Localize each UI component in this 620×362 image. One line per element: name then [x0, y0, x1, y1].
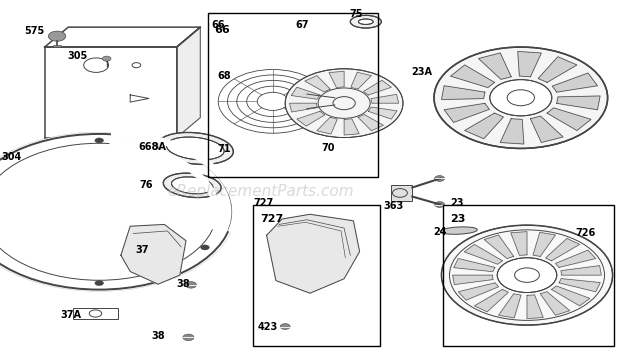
Text: 66: 66 [215, 25, 230, 35]
Circle shape [201, 245, 210, 250]
Polygon shape [531, 116, 563, 143]
Polygon shape [527, 295, 543, 319]
Text: 363: 363 [384, 201, 404, 211]
Polygon shape [511, 232, 527, 255]
Text: 38: 38 [176, 279, 190, 289]
Polygon shape [368, 107, 397, 119]
Text: 37: 37 [136, 245, 149, 255]
Bar [253, 205, 380, 346]
Text: 726: 726 [576, 228, 596, 239]
Circle shape [435, 202, 445, 207]
Polygon shape [552, 73, 598, 92]
Text: 37A: 37A [61, 310, 82, 320]
Polygon shape [453, 275, 493, 285]
Polygon shape [498, 294, 521, 318]
Polygon shape [305, 76, 330, 92]
Text: 76: 76 [139, 180, 153, 190]
Text: 66: 66 [211, 20, 225, 30]
Circle shape [95, 138, 104, 143]
Polygon shape [540, 292, 570, 315]
Ellipse shape [163, 173, 221, 198]
Polygon shape [484, 235, 514, 258]
Text: 305: 305 [68, 51, 87, 61]
Ellipse shape [166, 137, 224, 160]
Circle shape [280, 324, 290, 329]
Circle shape [435, 176, 445, 181]
Polygon shape [177, 27, 200, 138]
Polygon shape [329, 71, 344, 88]
Polygon shape [546, 239, 580, 261]
Polygon shape [464, 244, 502, 264]
Ellipse shape [350, 16, 381, 28]
Polygon shape [474, 290, 508, 312]
Bar [208, 13, 378, 177]
Polygon shape [317, 117, 337, 134]
Polygon shape [290, 103, 317, 112]
Polygon shape [444, 104, 489, 122]
Circle shape [285, 69, 403, 138]
Circle shape [497, 258, 557, 292]
Circle shape [95, 281, 104, 286]
Text: 24: 24 [433, 227, 447, 237]
Bar [73, 308, 118, 319]
Polygon shape [451, 65, 495, 88]
Circle shape [102, 56, 111, 61]
Polygon shape [363, 80, 391, 95]
Polygon shape [344, 119, 359, 135]
Polygon shape [556, 250, 596, 268]
Circle shape [0, 132, 236, 291]
Polygon shape [552, 286, 590, 306]
Polygon shape [547, 108, 591, 131]
Ellipse shape [358, 19, 373, 25]
Polygon shape [351, 72, 371, 89]
Text: 23A: 23A [411, 67, 432, 77]
Bar [45, 47, 177, 138]
Bar [53, 45, 61, 47]
Text: 727: 727 [254, 198, 273, 208]
Text: 575: 575 [24, 26, 44, 36]
Polygon shape [371, 94, 399, 103]
Text: 71: 71 [218, 144, 231, 154]
Polygon shape [518, 51, 541, 77]
Text: 38: 38 [151, 331, 165, 341]
Text: 70: 70 [322, 143, 335, 153]
Text: 75: 75 [350, 9, 363, 20]
Text: 68: 68 [218, 71, 231, 81]
Text: 423: 423 [258, 321, 278, 332]
Text: 67: 67 [296, 20, 309, 30]
Polygon shape [454, 258, 495, 272]
Bar [443, 205, 614, 346]
Polygon shape [557, 96, 600, 110]
Polygon shape [559, 279, 600, 292]
Polygon shape [358, 114, 383, 131]
Ellipse shape [172, 177, 213, 194]
Text: 23: 23 [450, 214, 466, 224]
Text: 668A: 668A [138, 142, 166, 152]
Polygon shape [441, 86, 485, 100]
Polygon shape [458, 283, 498, 300]
Polygon shape [500, 119, 524, 144]
Polygon shape [267, 214, 360, 293]
Ellipse shape [157, 132, 233, 164]
Polygon shape [538, 57, 577, 83]
Polygon shape [297, 111, 325, 126]
Text: 23: 23 [450, 198, 464, 208]
Text: eReplacementParts.com: eReplacementParts.com [167, 184, 354, 199]
Polygon shape [561, 266, 601, 275]
Circle shape [490, 80, 552, 116]
Text: 304: 304 [1, 152, 21, 163]
Polygon shape [464, 113, 503, 139]
Ellipse shape [440, 227, 477, 234]
Circle shape [48, 31, 66, 41]
Bar [391, 185, 412, 201]
Polygon shape [121, 224, 186, 284]
Text: 727: 727 [260, 214, 283, 224]
Polygon shape [533, 232, 556, 256]
Circle shape [441, 225, 613, 325]
Polygon shape [479, 53, 511, 79]
Circle shape [434, 47, 608, 148]
Circle shape [183, 334, 194, 341]
Polygon shape [291, 87, 320, 99]
Circle shape [185, 282, 197, 288]
